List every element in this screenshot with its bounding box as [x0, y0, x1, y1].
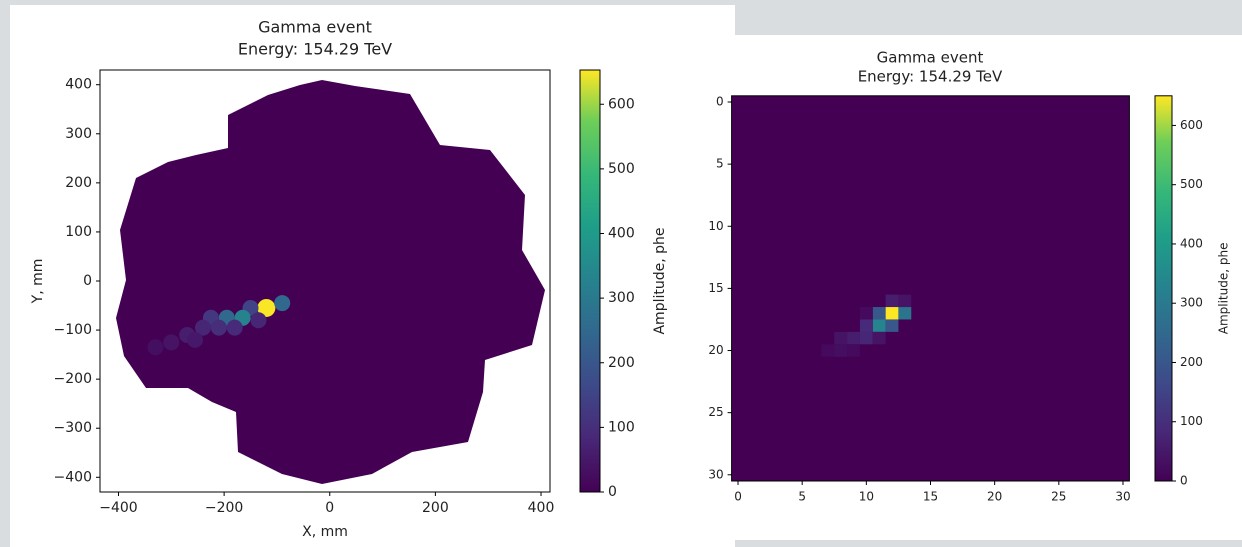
y-tick-label: 0 — [83, 273, 92, 289]
y-tick-label: −100 — [54, 322, 92, 338]
heatmap-cell — [821, 344, 835, 357]
x-tick-label: 10 — [859, 490, 874, 504]
y-tick-label: 0 — [716, 95, 724, 109]
chart-subtitle: Energy: 154.29 TeV — [858, 68, 1003, 86]
camera-pixel — [257, 298, 276, 317]
x-tick-label: 15 — [923, 490, 938, 504]
y-tick-label: −300 — [54, 420, 92, 436]
x-tick-label: 400 — [528, 500, 555, 516]
camera-outline — [116, 80, 545, 484]
y-tick-label: 400 — [65, 77, 92, 93]
colorbar-tick-label: 600 — [608, 96, 635, 112]
colorbar-tick-label: 300 — [608, 290, 635, 306]
colorbar-tick-label: 0 — [1180, 474, 1188, 488]
x-tick-label: 30 — [1115, 490, 1130, 504]
colorbar-tick-label: 400 — [608, 226, 635, 242]
y-tick-label: −200 — [54, 371, 92, 387]
camera-chart: Gamma event Energy: 154.29 TeV −400 −200 0 20… — [30, 18, 668, 541]
colorbar-tick-label: 600 — [1180, 118, 1203, 132]
y-tick-label: 200 — [65, 175, 92, 191]
heatmap-cell — [872, 307, 886, 320]
colorbar-tick-label: 0 — [608, 484, 617, 500]
heatmap-cell — [847, 344, 860, 357]
chart-title: Gamma event — [877, 49, 984, 67]
y-tick-label: −400 — [54, 469, 92, 485]
colorbar-tick-label: 100 — [608, 419, 635, 435]
colorbar-label: Amplitude, phe — [652, 227, 668, 334]
colorbar-tick-label: 400 — [1180, 236, 1203, 250]
y-tick-label: 300 — [65, 126, 92, 142]
y-tick-label: 10 — [708, 219, 723, 233]
camera-pixel — [147, 339, 164, 356]
colorbar-tick-label: 500 — [1180, 177, 1203, 191]
heatmap-cell — [885, 307, 899, 320]
y-tick-label: 5 — [716, 157, 724, 171]
x-tick-label: 0 — [734, 490, 742, 504]
colorbar-tick-label: 200 — [608, 355, 635, 371]
y-tick-label: 15 — [708, 281, 723, 295]
heatmap-cell — [885, 294, 899, 308]
colorbar-tick-label: 100 — [1180, 414, 1203, 428]
y-tick-label: 100 — [65, 224, 92, 240]
x-tick-label: 200 — [422, 500, 449, 516]
y-tick-label: 25 — [708, 405, 723, 419]
heatmap-cell — [834, 344, 848, 357]
x-tick-label: 0 — [325, 500, 334, 516]
y-tick-label: 20 — [708, 343, 723, 357]
x-tick-label: 5 — [798, 490, 806, 504]
chart-title: Gamma event — [258, 18, 372, 37]
colorbar-label: Amplitude, phe — [1217, 243, 1231, 335]
heatmap-cell — [834, 331, 848, 345]
camera-pixel — [274, 295, 291, 312]
x-tick-label: −400 — [99, 500, 137, 516]
colorbar-tick-label: 200 — [1180, 355, 1203, 369]
camera-pixel — [210, 319, 227, 336]
camera-pixel — [194, 319, 211, 336]
heatmap-cell — [859, 319, 873, 332]
x-axis-label: X, mm — [302, 524, 348, 540]
camera-pixel — [250, 312, 267, 329]
heatmap-cell — [859, 331, 873, 345]
heatmap-cell — [898, 307, 912, 320]
camera-pixel — [187, 331, 204, 348]
chart-subtitle: Energy: 154.29 TeV — [238, 40, 392, 59]
camera-pixel — [163, 334, 180, 351]
x-tick-label: −200 — [205, 500, 243, 516]
heatmap-cell — [898, 294, 912, 308]
heatmap-cell — [847, 331, 860, 345]
colorbar-tick-label: 500 — [608, 161, 635, 177]
y-axis-label: Y, mm — [30, 259, 46, 305]
heatmap-cell — [885, 319, 899, 332]
colorbar-tick-label: 300 — [1180, 296, 1203, 310]
colorbar — [579, 69, 601, 493]
x-tick-label: 20 — [987, 490, 1002, 504]
colorbar — [1154, 95, 1173, 482]
y-tick-label: 30 — [708, 467, 723, 481]
image-background — [731, 95, 1130, 482]
heatmap-cell — [872, 331, 886, 345]
camera-pixel — [226, 319, 243, 336]
heatmap-cell — [859, 307, 873, 320]
heatmap-cell — [872, 319, 886, 332]
x-tick-label: 25 — [1051, 490, 1066, 504]
